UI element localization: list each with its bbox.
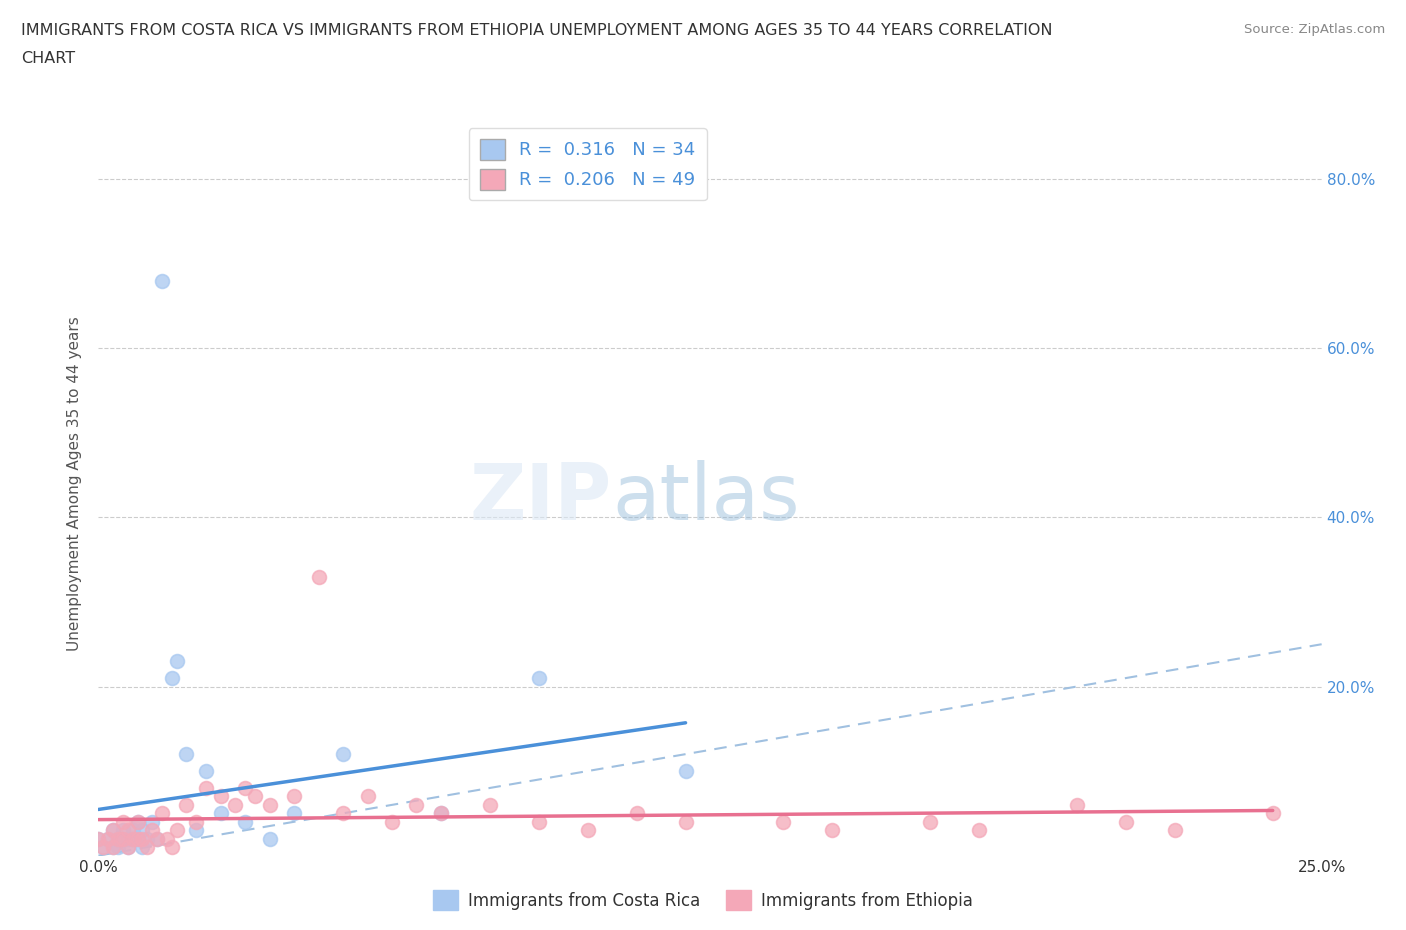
Point <box>156 831 179 846</box>
Point <box>430 806 453 821</box>
Point <box>111 831 134 846</box>
Point <box>97 831 120 846</box>
Point <box>1261 806 1284 821</box>
Point <box>920 815 942 830</box>
Point <box>121 831 143 846</box>
Point <box>478 797 501 812</box>
Point <box>91 840 114 855</box>
Point <box>127 815 149 830</box>
Point <box>209 806 232 821</box>
Point <box>131 840 153 855</box>
Point <box>233 815 256 830</box>
Point <box>127 831 149 846</box>
Point <box>527 815 550 830</box>
Point <box>259 831 281 846</box>
Point <box>136 831 159 846</box>
Point <box>166 654 188 669</box>
Point <box>146 831 169 846</box>
Legend: Immigrants from Costa Rica, Immigrants from Ethiopia: Immigrants from Costa Rica, Immigrants f… <box>427 884 979 917</box>
Point <box>160 840 183 855</box>
Point <box>675 815 697 830</box>
Text: atlas: atlas <box>612 460 800 537</box>
Point <box>150 806 173 821</box>
Point <box>772 815 794 830</box>
Point <box>141 815 163 830</box>
Point <box>87 831 110 846</box>
Point <box>1164 823 1187 838</box>
Point <box>675 764 697 778</box>
Point <box>87 831 110 846</box>
Point <box>107 840 129 855</box>
Point <box>131 823 153 838</box>
Point <box>243 789 266 804</box>
Point <box>91 840 114 855</box>
Y-axis label: Unemployment Among Ages 35 to 44 years: Unemployment Among Ages 35 to 44 years <box>67 316 83 651</box>
Point <box>160 671 183 685</box>
Point <box>176 747 198 762</box>
Point <box>101 823 124 838</box>
Point <box>101 840 124 855</box>
Point <box>176 797 198 812</box>
Point <box>967 823 990 838</box>
Point <box>186 823 208 838</box>
Point <box>283 806 305 821</box>
Point <box>233 780 256 795</box>
Point <box>107 831 129 846</box>
Point <box>430 806 453 821</box>
Text: CHART: CHART <box>21 51 75 66</box>
Point <box>166 823 188 838</box>
Point <box>117 823 139 838</box>
Text: ZIP: ZIP <box>470 460 612 537</box>
Point <box>527 671 550 685</box>
Point <box>111 831 134 846</box>
Point <box>576 823 599 838</box>
Point <box>224 797 246 812</box>
Point <box>117 831 139 846</box>
Point <box>97 831 120 846</box>
Point <box>127 815 149 830</box>
Point <box>146 831 169 846</box>
Point <box>121 831 143 846</box>
Point <box>111 815 134 830</box>
Point <box>381 815 404 830</box>
Point <box>136 840 159 855</box>
Point <box>1066 797 1088 812</box>
Point <box>195 764 218 778</box>
Point <box>209 789 232 804</box>
Point <box>332 747 354 762</box>
Point <box>127 831 149 846</box>
Point <box>101 823 124 838</box>
Point <box>821 823 844 838</box>
Point <box>107 831 129 846</box>
Point <box>308 569 330 584</box>
Point <box>626 806 648 821</box>
Point <box>117 840 139 855</box>
Point <box>195 780 218 795</box>
Point <box>1115 815 1137 830</box>
Point <box>332 806 354 821</box>
Point <box>186 815 208 830</box>
Point <box>101 840 124 855</box>
Point <box>356 789 378 804</box>
Point <box>117 840 139 855</box>
Point <box>405 797 427 812</box>
Point <box>121 823 143 838</box>
Point <box>150 273 173 288</box>
Point <box>111 823 134 838</box>
Point <box>141 823 163 838</box>
Point <box>259 797 281 812</box>
Legend: R =  0.316   N = 34, R =  0.206   N = 49: R = 0.316 N = 34, R = 0.206 N = 49 <box>468 128 707 201</box>
Point <box>283 789 305 804</box>
Text: Source: ZipAtlas.com: Source: ZipAtlas.com <box>1244 23 1385 36</box>
Point <box>131 831 153 846</box>
Text: IMMIGRANTS FROM COSTA RICA VS IMMIGRANTS FROM ETHIOPIA UNEMPLOYMENT AMONG AGES 3: IMMIGRANTS FROM COSTA RICA VS IMMIGRANTS… <box>21 23 1053 38</box>
